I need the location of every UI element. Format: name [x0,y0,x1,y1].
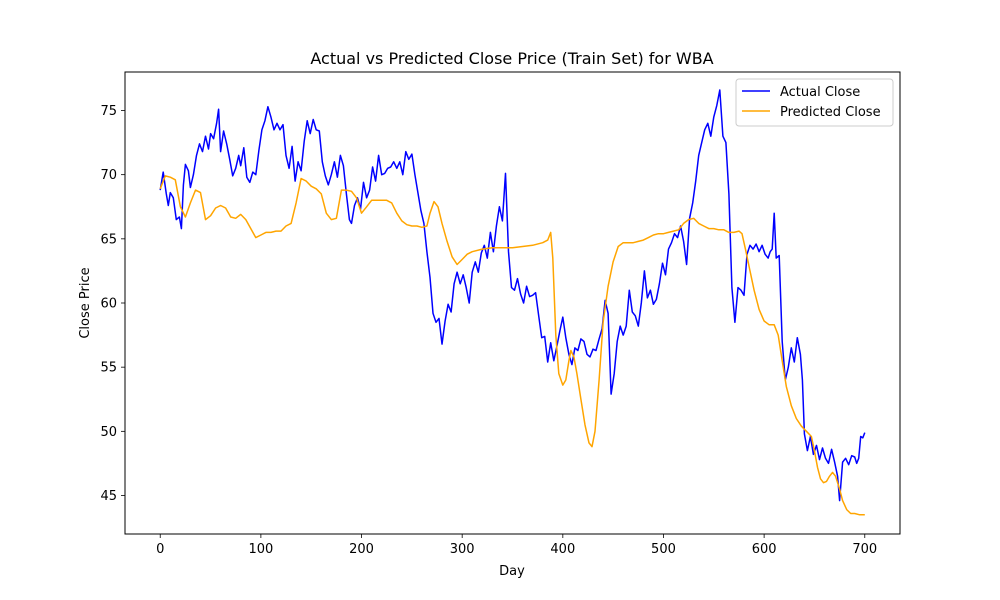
y-tick-label: 60 [100,297,117,312]
plot-lines [159,89,866,516]
legend-actual-label: Actual Close [780,85,860,100]
y-tick-label: 70 [100,168,117,183]
x-tick-label: 500 [651,542,676,557]
x-tick-label: 600 [752,542,777,557]
y-tick-label: 75 [100,104,117,119]
x-tick-label: 200 [349,542,374,557]
x-axis-label: Day [499,564,525,579]
y-tick-label: 55 [100,361,117,376]
x-tick-label: 100 [248,542,273,557]
x-axis-ticks: 0 100 200 300 400 500 600 700 [156,534,877,557]
actual-close-line [159,89,866,502]
predicted-close-line [159,175,865,516]
x-tick-label: 700 [852,542,877,557]
y-tick-label: 50 [100,425,117,440]
x-tick-label: 300 [450,542,475,557]
legend-box [735,78,894,127]
y-tick-label: 45 [100,489,117,504]
chart-title: Actual vs Predicted Close Price (Train S… [310,49,713,68]
legend-predicted-label: Predicted Close [780,105,881,120]
y-axis-label: Close Price [78,267,93,338]
legend: Actual Close Predicted Close [735,78,894,127]
x-tick-label: 400 [550,542,575,557]
y-tick-label: 65 [100,232,117,247]
y-axis-ticks: 45 50 55 60 65 70 75 [100,104,125,504]
x-tick-label: 0 [156,542,164,557]
